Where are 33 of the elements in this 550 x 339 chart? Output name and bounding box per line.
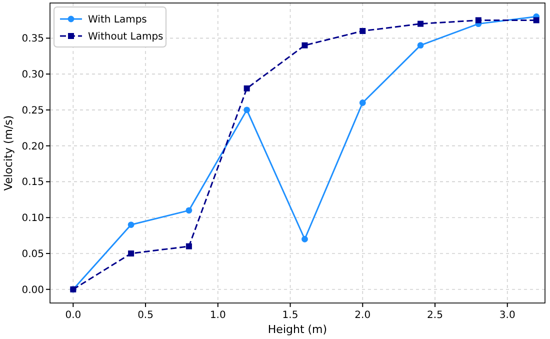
legend-label: Without Lamps	[88, 32, 164, 42]
point	[418, 20, 424, 27]
point	[186, 243, 192, 250]
y-tick-label: 0.05	[22, 248, 44, 260]
y-tick-label: 0.00	[22, 284, 44, 296]
y-tick-label: 0.20	[22, 141, 44, 152]
point	[302, 236, 308, 242]
y-tick-label: 0.10	[22, 213, 44, 224]
point	[533, 17, 540, 24]
x-axis-title: Height (m)	[268, 323, 328, 336]
point	[128, 222, 134, 228]
point	[244, 106, 250, 114]
x-tick-label: 0.5	[138, 310, 154, 321]
point	[475, 17, 482, 24]
x-tick-label: 3.0	[499, 310, 516, 321]
y-tick-label: 0.15	[22, 177, 44, 188]
point	[302, 42, 308, 48]
y-tick-label: 0.35	[22, 34, 44, 45]
point	[360, 28, 366, 34]
legend-label: With Lamps	[88, 14, 147, 26]
y-axis-title: Velocity (m/s)	[2, 115, 15, 191]
y-tick-label: 0.25	[22, 105, 44, 116]
point	[128, 250, 134, 256]
x-tick-label: 1.0	[210, 310, 226, 321]
x-tick-label: 0.0	[65, 310, 82, 321]
x-tick-label: 2.0	[354, 310, 371, 321]
point	[417, 42, 424, 49]
point	[359, 100, 366, 106]
x-tick-label: 1.5	[282, 310, 298, 321]
y-tick-label: 0.30	[22, 70, 44, 81]
x-tick-label: 2.5	[427, 310, 443, 321]
point	[244, 85, 250, 92]
point	[186, 207, 192, 214]
